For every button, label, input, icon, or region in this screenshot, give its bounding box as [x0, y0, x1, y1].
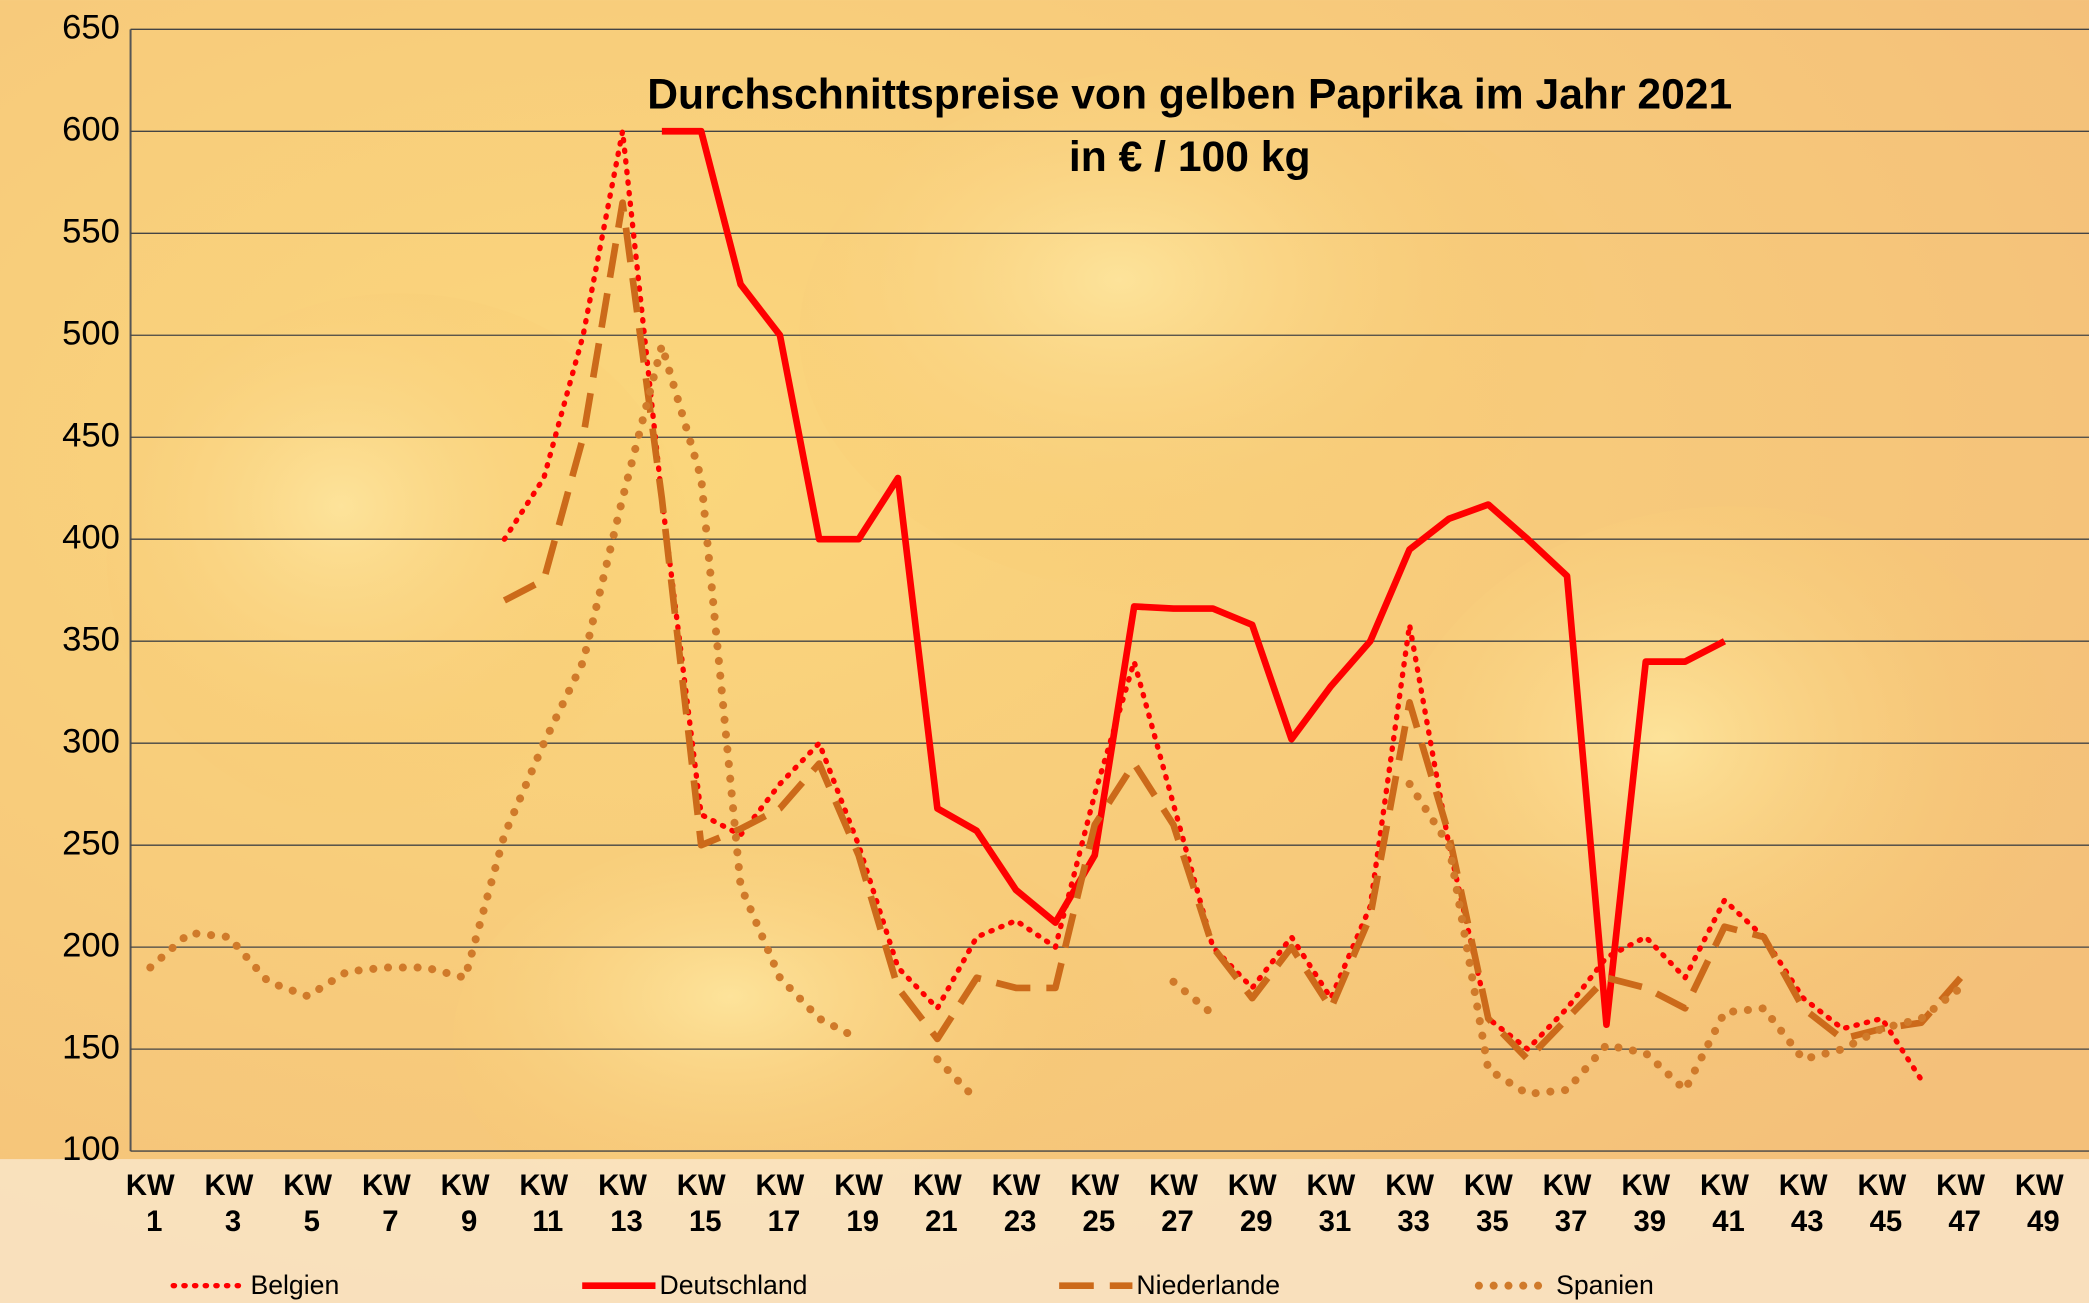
y-tick-label: 250	[62, 824, 120, 862]
legend-label: Deutschland	[659, 1270, 807, 1300]
y-tick-label: 350	[62, 620, 120, 658]
chart-subtitle: in € / 100 kg	[1069, 133, 1311, 181]
decor	[1386, 506, 2079, 1092]
page: {"chart_data": {"type": "line", "title":…	[0, 0, 2089, 1303]
y-tick-label: 500	[62, 314, 120, 352]
chart-title: Durchschnittspreise von gelben Paprika i…	[647, 71, 1732, 119]
y-tick-label: 550	[62, 212, 120, 250]
legend-label: Spanien	[1556, 1270, 1654, 1300]
y-tick-label: 150	[62, 1028, 120, 1066]
y-tick-label: 100	[62, 1130, 120, 1168]
y-tick-label: 650	[62, 8, 120, 46]
y-tick-label: 450	[62, 416, 120, 454]
decor	[107, 293, 693, 826]
chart: Durchschnittspreise von gelben Paprika i…	[0, 0, 2089, 1303]
y-tick-label: 600	[62, 110, 120, 148]
y-tick-label: 300	[62, 722, 120, 760]
legend-label: Niederlande	[1136, 1270, 1280, 1300]
legend-label: Belgien	[250, 1270, 339, 1300]
y-tick-label: 400	[62, 518, 120, 556]
y-tick-label: 200	[62, 926, 120, 964]
